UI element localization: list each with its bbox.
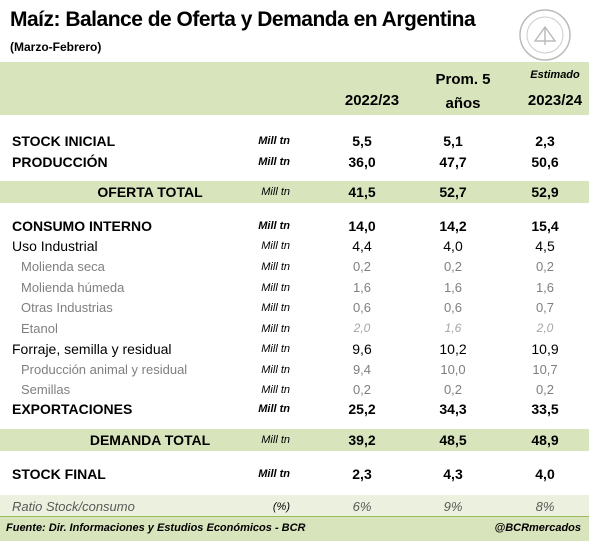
row-unit: Mill tn	[261, 261, 290, 273]
column-note: Estimado	[530, 69, 580, 81]
row-label: Etanol	[21, 321, 58, 336]
total-band	[0, 429, 589, 451]
cell-value: 1,6	[535, 280, 555, 295]
row-label: Forraje, semilla y residual	[12, 341, 172, 357]
cell-value: 50,6	[531, 154, 559, 170]
footer-band	[0, 516, 589, 541]
ratio-band	[0, 495, 589, 516]
cell-value: 39,2	[348, 432, 376, 448]
row-unit: Mill tn	[258, 403, 290, 415]
row-unit: Mill tn	[261, 323, 290, 335]
row-label: PRODUCCIÓN	[12, 154, 108, 170]
cell-value: 1,6	[443, 280, 463, 295]
row-label: Ratio Stock/consumo	[12, 499, 135, 514]
row-label: Uso Industrial	[12, 238, 98, 254]
cell-value: 0,2	[352, 259, 372, 274]
handle: @BCRmercados	[494, 522, 581, 534]
cell-value: 14,0	[348, 218, 376, 234]
cell-value: 9%	[443, 499, 463, 514]
cell-value: 2,3	[535, 133, 555, 149]
row-unit: (%)	[272, 501, 290, 513]
cell-value: 0,7	[535, 300, 555, 315]
cell-value: 1,6	[444, 321, 462, 335]
cell-value: 0,2	[352, 382, 372, 397]
cell-value: 14,2	[439, 218, 467, 234]
source: Fuente: Dir. Informaciones y Estudios Ec…	[6, 522, 306, 534]
cell-value: 4,3	[443, 466, 463, 482]
cell-value: 33,5	[531, 401, 559, 417]
cell-value: 0,2	[535, 259, 555, 274]
cell-value: 15,4	[531, 218, 559, 234]
cell-value: 10,0	[440, 362, 466, 377]
header-band	[0, 62, 589, 115]
row-label: Semillas	[21, 382, 71, 397]
cell-value: 6%	[352, 499, 372, 514]
cell-value: 4,4	[352, 238, 372, 254]
cell-value: 41,5	[348, 184, 376, 200]
row-label: Producción animal y residual	[21, 362, 188, 377]
cell-value: 0,2	[535, 382, 555, 397]
title: Maíz: Balance de Oferta y Demanda en Arg…	[10, 8, 476, 31]
cell-value: 36,0	[348, 154, 376, 170]
cell-value: 0,2	[443, 259, 463, 274]
row-label: STOCK FINAL	[12, 466, 106, 482]
cell-value: 4,0	[535, 466, 555, 482]
row-label: Otras Industrias	[21, 300, 113, 315]
row-unit: Mill tn	[261, 240, 290, 252]
row-label: OFERTA TOTAL	[97, 184, 203, 200]
cell-value: 2,3	[352, 466, 372, 482]
cell-value: 0,6	[352, 300, 372, 315]
row-unit: Mill tn	[261, 186, 290, 198]
row-label: Molienda seca	[21, 259, 105, 274]
cell-value: 48,9	[531, 432, 559, 448]
cell-value: 4,0	[443, 238, 463, 254]
column-header: 2022/23	[344, 92, 400, 109]
cell-value: 48,5	[439, 432, 467, 448]
column-header: 2023/24	[527, 92, 583, 109]
cell-value: 47,7	[439, 154, 467, 170]
column-header: Prom. 5 años	[435, 71, 491, 112]
cell-value: 1,6	[352, 280, 372, 295]
row-label: CONSUMO INTERNO	[12, 218, 152, 234]
cell-value: 10,2	[439, 341, 467, 357]
row-unit: Mill tn	[261, 302, 290, 314]
cell-value: 9,4	[352, 362, 372, 377]
row-unit: Mill tn	[261, 434, 290, 446]
row-label: EXPORTACIONES	[12, 401, 133, 417]
row-label: Molienda húmeda	[21, 280, 125, 295]
row-unit: Mill tn	[261, 282, 290, 294]
cell-value: 25,2	[348, 401, 376, 417]
row-unit: Mill tn	[261, 384, 290, 396]
cell-value: 8%	[535, 499, 555, 514]
row-label: DEMANDA TOTAL	[89, 432, 211, 448]
cell-value: 4,5	[535, 238, 555, 254]
logo	[519, 9, 571, 61]
total-band	[0, 181, 589, 203]
row-unit: Mill tn	[258, 135, 290, 147]
cell-value: 5,5	[352, 133, 372, 149]
cell-value: 5,1	[443, 133, 463, 149]
cell-value: 52,7	[439, 184, 467, 200]
cell-value: 10,7	[532, 362, 558, 377]
cell-value: 0,6	[443, 300, 463, 315]
cell-value: 2,0	[536, 321, 554, 335]
cell-value: 9,6	[352, 341, 372, 357]
row-unit: Mill tn	[258, 156, 290, 168]
subtitle: (Marzo-Febrero)	[10, 40, 102, 54]
row-unit: Mill tn	[258, 468, 290, 480]
cell-value: 10,9	[531, 341, 559, 357]
row-unit: Mill tn	[258, 220, 290, 232]
row-unit: Mill tn	[261, 364, 290, 376]
row-unit: Mill tn	[261, 343, 290, 355]
row-label: STOCK INICIAL	[12, 133, 116, 149]
cell-value: 52,9	[531, 184, 559, 200]
cell-value: 2,0	[353, 321, 371, 335]
cell-value: 34,3	[439, 401, 467, 417]
cell-value: 0,2	[443, 382, 463, 397]
